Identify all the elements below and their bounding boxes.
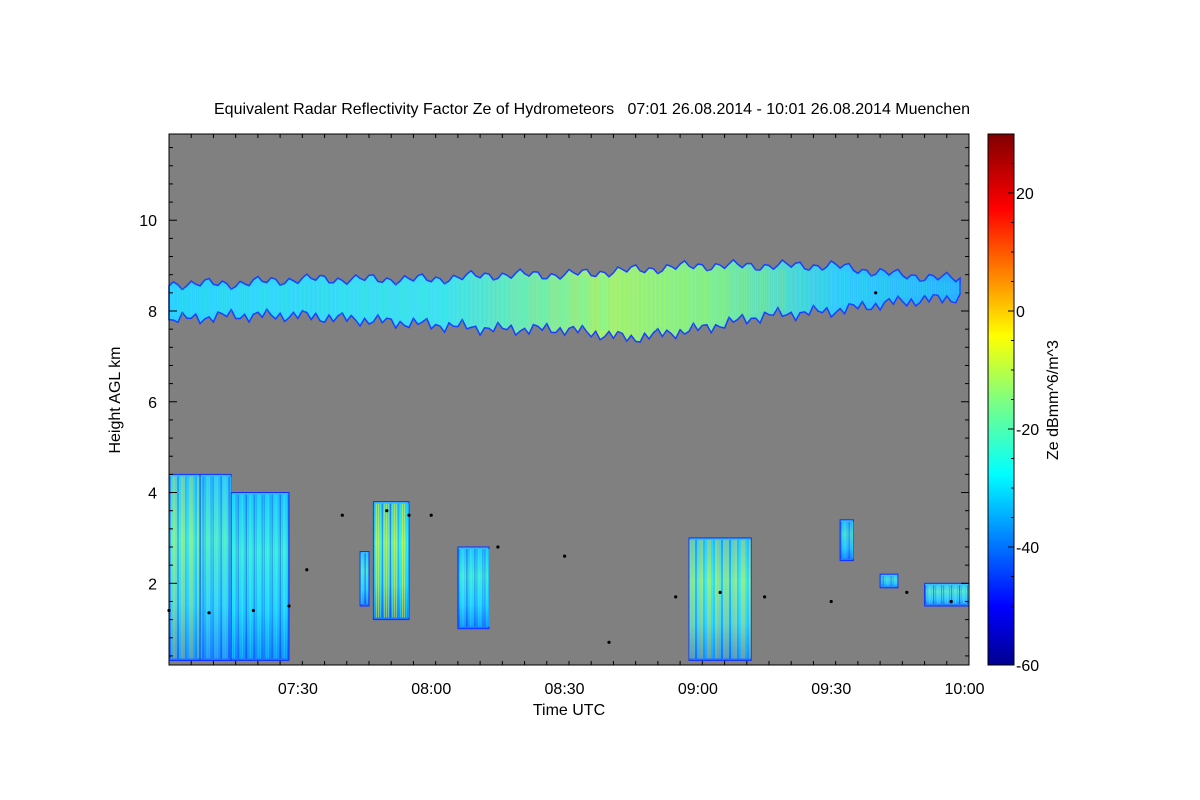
low-cloud xyxy=(879,573,899,589)
low-cloud-body xyxy=(372,501,410,621)
y-tick-label: 2 xyxy=(148,576,157,593)
cloud-base-marker xyxy=(305,568,309,572)
x-tick-label: 10:00 xyxy=(945,681,985,698)
x-tick-label: 09:30 xyxy=(811,681,851,698)
cloud-base-marker xyxy=(251,608,255,613)
x-tick-label: 07:30 xyxy=(278,681,318,698)
x-tick-label: 09:00 xyxy=(678,681,718,698)
cloud-base-marker xyxy=(874,291,878,295)
low-cloud xyxy=(688,537,752,661)
cloud-base-marker xyxy=(563,554,567,558)
colorbar-tick-label: -40 xyxy=(1016,540,1039,557)
cloud-base-marker xyxy=(287,604,291,608)
low-cloud xyxy=(168,473,201,661)
low-cloud-layer xyxy=(168,473,970,661)
x-axis-label: Time UTC xyxy=(533,702,605,719)
y-tick-label: 10 xyxy=(139,213,157,230)
colorbar xyxy=(987,133,1015,666)
y-axis-label: Height AGL km xyxy=(107,346,124,453)
cloud-base-marker xyxy=(763,595,767,599)
cloud-base-marker xyxy=(340,513,344,517)
cloud-base-marker xyxy=(674,595,678,599)
colorbar-tick-label: -60 xyxy=(1016,658,1039,675)
cloud-base-marker xyxy=(829,599,833,604)
low-cloud xyxy=(372,501,410,621)
cloud-base-marker xyxy=(407,513,411,517)
cloud-base-marker xyxy=(496,545,500,549)
colorbar-tick-label: 0 xyxy=(1016,304,1025,321)
plot-background xyxy=(169,134,969,665)
low-cloud xyxy=(839,519,854,562)
y-axis: 2 4 6 8 10 xyxy=(139,147,969,657)
cloud-base-marker xyxy=(207,611,211,615)
low-cloud xyxy=(230,492,290,661)
chart-title: Equivalent Radar Reflectivity Factor Ze … xyxy=(214,101,970,118)
low-cloud xyxy=(924,582,970,607)
x-tick-label: 08:30 xyxy=(545,681,585,698)
low-cloud xyxy=(457,546,490,630)
colorbar-tick-label: 20 xyxy=(1016,186,1034,203)
cloud-base-marker xyxy=(385,509,389,513)
y-tick-label: 6 xyxy=(148,395,157,412)
low-cloud xyxy=(359,551,370,607)
colorbar-axis: -60 -40 -20 0 20 xyxy=(1008,133,1039,675)
cloud-base-marker xyxy=(905,590,909,595)
y-tick-label: 8 xyxy=(148,304,157,321)
cloud-base-marker xyxy=(949,599,953,604)
cloud-base-markers xyxy=(167,291,953,644)
y-tick-label: 4 xyxy=(148,486,157,503)
cloud-base-marker xyxy=(718,590,722,595)
cirrus-band xyxy=(168,258,961,343)
cloud-base-marker xyxy=(429,513,433,517)
cloud-base-marker xyxy=(607,640,611,644)
x-tick-label: 08:00 xyxy=(411,681,451,698)
low-cloud xyxy=(199,473,232,661)
colorbar-tick-label: -20 xyxy=(1016,422,1039,439)
cirrus-layer xyxy=(168,258,961,343)
colorbar-label: Ze dBmm^6/m^3 xyxy=(1045,340,1062,460)
x-axis: 07:30 08:00 08:30 09:00 09:30 10:00 xyxy=(168,134,985,698)
